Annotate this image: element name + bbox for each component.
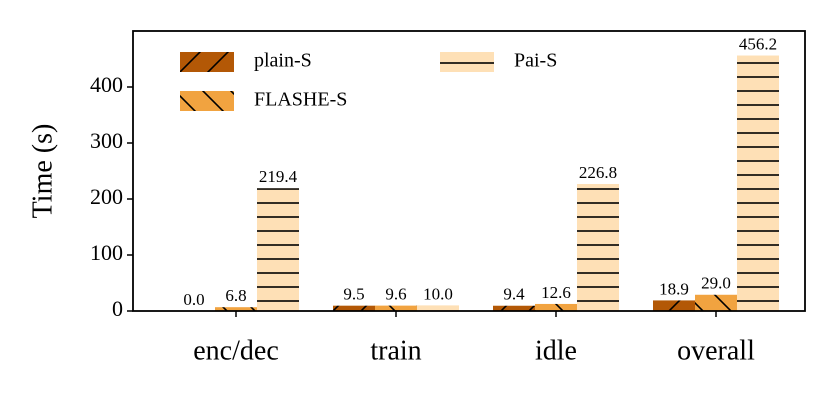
legend-label: plain-S [254, 50, 312, 72]
value-label: 6.8 [225, 286, 246, 305]
bar [653, 300, 695, 311]
value-label: 456.2 [739, 34, 777, 53]
x-tick-label: train [370, 335, 421, 366]
bar [577, 183, 619, 311]
bar [333, 305, 375, 311]
y-tick-label: 200 [90, 184, 123, 209]
value-label: 9.4 [503, 285, 525, 304]
x-tick-label: overall [677, 335, 755, 366]
value-label: 10.0 [423, 284, 453, 303]
legend-label: FLASHE-S [254, 89, 347, 111]
bar [375, 305, 417, 311]
bar [215, 307, 257, 311]
y-tick-label: 400 [90, 72, 123, 97]
plot-frame [132, 30, 806, 312]
legend-swatch [180, 52, 234, 72]
bar [737, 55, 779, 311]
bar [417, 305, 459, 311]
value-label: 9.5 [343, 285, 364, 304]
bar [257, 188, 299, 311]
bar [695, 294, 737, 311]
value-label: 12.6 [541, 283, 571, 302]
legend-swatch [440, 52, 494, 72]
y-axis-label: Time (s) [27, 124, 58, 219]
value-label: 226.8 [579, 163, 617, 182]
x-tick-label: enc/dec [193, 335, 279, 366]
y-tick-label: 300 [90, 128, 123, 153]
y-tick-label: 100 [90, 240, 123, 265]
value-label: 18.9 [659, 279, 689, 298]
bar [535, 303, 577, 311]
bar [493, 305, 535, 311]
x-tick-label: idle [535, 335, 577, 366]
value-label: 219.4 [259, 167, 298, 186]
legend-label: Pai-S [514, 50, 557, 72]
legend-swatch [180, 91, 234, 111]
value-label: 9.6 [385, 285, 406, 304]
value-label: 0.0 [183, 290, 204, 309]
y-tick-label: 0 [112, 296, 123, 321]
value-label: 29.0 [701, 274, 731, 293]
